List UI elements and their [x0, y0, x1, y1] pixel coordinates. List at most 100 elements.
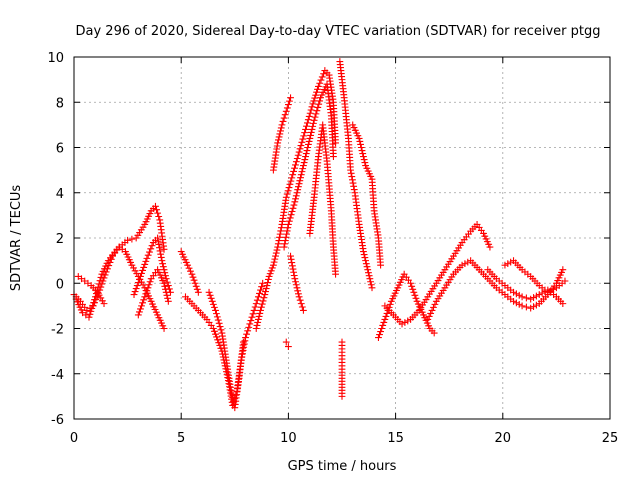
data-point-marker: [267, 267, 275, 275]
data-point-marker: [287, 211, 295, 219]
data-point-marker: [290, 201, 298, 209]
data-point-marker: [359, 150, 367, 157]
data-point-marker: [297, 300, 305, 308]
data-point-marker: [86, 310, 94, 318]
series-track-n: [338, 338, 346, 400]
data-point-marker: [305, 141, 312, 148]
data-point-marker: [134, 311, 142, 319]
data-point-marker: [501, 261, 509, 269]
data-point-marker: [246, 320, 254, 328]
data-point-marker: [312, 91, 320, 99]
data-point-marker: [140, 296, 148, 304]
data-point-marker: [507, 258, 515, 266]
data-point-marker: [94, 288, 101, 296]
data-point-marker: [313, 88, 320, 96]
data-point-marker: [209, 325, 217, 332]
data-point-marker: [376, 331, 383, 338]
data-point-marker: [85, 313, 93, 321]
series-track-c: [130, 234, 174, 298]
data-point-marker: [262, 288, 269, 295]
data-point-marker: [254, 316, 262, 323]
data-point-marker: [357, 141, 364, 148]
data-point-marker: [294, 186, 302, 194]
data-point-marker: [257, 303, 265, 311]
data-point-marker: [135, 308, 143, 316]
data-point-marker: [378, 325, 386, 332]
data-point-marker: [282, 107, 290, 115]
data-point-marker: [281, 240, 289, 248]
data-point-marker: [310, 119, 317, 127]
data-point-marker: [292, 278, 299, 286]
data-point-marker: [504, 260, 512, 268]
data-point-marker: [427, 310, 435, 317]
data-point-marker: [156, 244, 163, 252]
data-point-marker: [141, 293, 149, 301]
data-point-marker: [272, 249, 280, 257]
data-point-marker: [107, 255, 115, 263]
data-point-marker: [91, 296, 98, 304]
data-point-marker: [162, 275, 170, 283]
data-point-marker: [160, 325, 168, 332]
data-point-marker: [128, 261, 136, 269]
data-point-marker: [307, 132, 314, 139]
data-point-marker: [264, 279, 272, 286]
data-point-marker: [259, 279, 267, 287]
x-tick-label: 25: [602, 431, 619, 446]
data-point-marker: [297, 174, 304, 182]
data-point-marker: [281, 111, 289, 119]
data-point-marker: [253, 322, 261, 329]
data-point-marker: [303, 147, 311, 154]
data-point-marker: [100, 300, 108, 308]
data-point-marker: [305, 138, 313, 145]
data-point-marker: [283, 227, 291, 235]
series-track-a: [70, 243, 168, 332]
data-point-marker: [188, 270, 196, 278]
data-point-marker: [307, 106, 315, 114]
data-point-marker: [512, 299, 520, 307]
data-point-marker: [310, 97, 318, 105]
data-point-marker: [296, 145, 304, 153]
data-point-marker: [302, 126, 309, 133]
data-point-marker: [155, 241, 163, 248]
data-point-marker: [268, 264, 276, 272]
data-point-marker: [242, 334, 249, 341]
data-point-marker: [375, 334, 382, 341]
data-point-marker: [299, 165, 307, 173]
data-point-marker: [285, 221, 292, 228]
data-point-marker: [256, 290, 263, 297]
data-point-marker: [90, 299, 98, 307]
data-point-marker: [362, 260, 370, 268]
data-point-marker: [316, 79, 324, 87]
data-point-marker: [214, 316, 222, 324]
data-point-marker: [295, 180, 303, 188]
data-point-marker: [161, 269, 169, 277]
data-point-marker: [215, 319, 223, 327]
data-point-marker: [277, 227, 285, 235]
data-point-marker: [278, 121, 286, 129]
data-point-marker: [288, 259, 296, 266]
data-point-marker: [155, 213, 163, 220]
data-point-marker: [295, 290, 302, 298]
data-point-marker: [135, 276, 143, 283]
data-point-marker: [292, 195, 299, 203]
data-point-marker: [216, 323, 224, 330]
data-point-marker: [247, 317, 255, 324]
y-tick-label: 8: [56, 96, 64, 111]
data-point-marker: [357, 144, 365, 151]
data-point-marker: [530, 303, 537, 311]
data-point-marker: [189, 273, 197, 281]
data-point-marker: [510, 288, 517, 296]
data-point-marker: [239, 338, 247, 346]
data-point-marker: [532, 301, 540, 309]
data-point-marker: [131, 267, 139, 275]
data-point-marker: [367, 278, 374, 286]
data-point-marker: [99, 297, 106, 305]
data-point-marker: [363, 263, 371, 271]
data-point-marker: [245, 323, 253, 331]
series-track-t: [269, 94, 294, 174]
data-point-marker: [311, 113, 319, 121]
y-tick-label: 2: [56, 232, 64, 247]
y-tick-label: -2: [51, 323, 64, 338]
data-point-marker: [97, 294, 105, 302]
data-point-marker: [408, 282, 416, 290]
